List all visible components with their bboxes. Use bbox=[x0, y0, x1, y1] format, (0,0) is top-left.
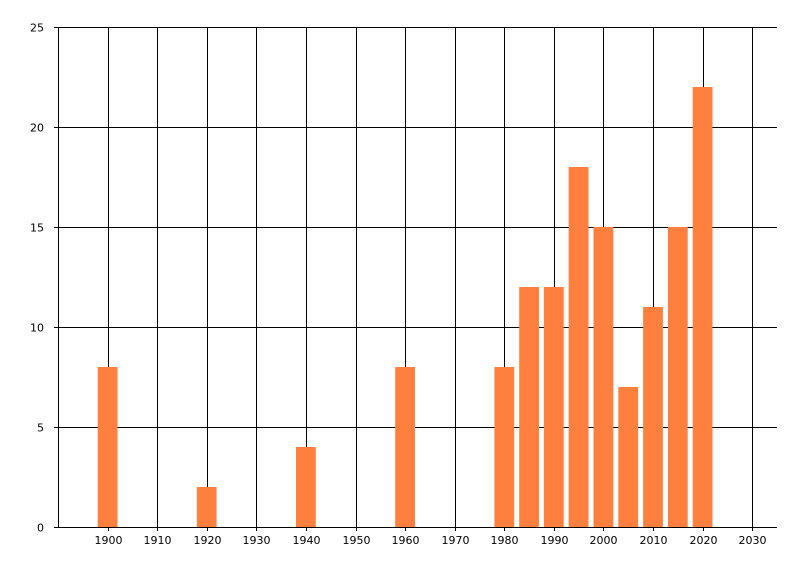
x-tick-label: 1920 bbox=[194, 534, 222, 547]
bar-1940 bbox=[296, 447, 316, 527]
axes: 0 5 10 15 20 25 1900 1910 1920 1930 1940 1950 1960 19… bbox=[30, 22, 777, 547]
bars bbox=[97, 87, 713, 527]
x-tick-label: 2020 bbox=[690, 534, 718, 547]
x-tick-label: 2030 bbox=[739, 534, 767, 547]
bar-1990 bbox=[543, 287, 564, 527]
x-tick-label: 1900 bbox=[95, 534, 123, 547]
x-tick-label: 2010 bbox=[640, 534, 668, 547]
bar-1985 bbox=[519, 287, 539, 527]
bar-1920 bbox=[196, 487, 217, 527]
bar-1980 bbox=[494, 367, 515, 527]
bar-1900 bbox=[97, 367, 118, 527]
x-tick-label: 1990 bbox=[541, 534, 569, 547]
x-tick-label: 1950 bbox=[343, 534, 371, 547]
bar-2020 bbox=[692, 87, 713, 527]
bar-1960 bbox=[395, 367, 415, 527]
bar-2005 bbox=[618, 387, 639, 527]
y-tick-label: 0 bbox=[37, 522, 44, 535]
grid-lines bbox=[58, 27, 777, 528]
x-tick-label: 1970 bbox=[442, 534, 470, 547]
y-tick-label: 5 bbox=[37, 422, 44, 435]
bar-2015 bbox=[667, 227, 688, 527]
y-tick-label: 10 bbox=[30, 322, 44, 335]
x-tick-label: 1930 bbox=[243, 534, 271, 547]
bar-1995 bbox=[568, 167, 589, 527]
bar-2000 bbox=[593, 227, 614, 527]
y-tick-label: 20 bbox=[30, 122, 44, 135]
x-tick-label: 2000 bbox=[590, 534, 618, 547]
x-tick-label: 1940 bbox=[293, 534, 321, 547]
x-tick-label: 1910 bbox=[144, 534, 172, 547]
y-tick-label: 25 bbox=[30, 22, 44, 35]
x-tick-label: 1960 bbox=[392, 534, 420, 547]
x-tick-label: 1980 bbox=[491, 534, 519, 547]
y-tick-label: 15 bbox=[30, 222, 44, 235]
bar-2010 bbox=[643, 307, 663, 527]
